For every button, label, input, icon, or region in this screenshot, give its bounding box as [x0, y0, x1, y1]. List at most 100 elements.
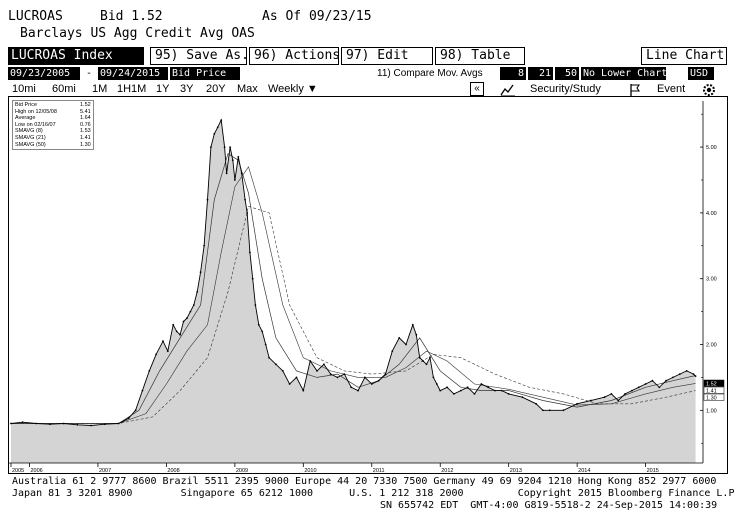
bid-price-point — [295, 376, 298, 379]
legend-row-high: High on 12/05/08 5.41 — [15, 109, 91, 116]
bid-price-point — [487, 386, 490, 389]
legend-row-average: Average 1.64 — [15, 115, 91, 122]
bid-price-line — [10, 118, 696, 426]
legend-row-smavg8: SMAVG (8) 1.53 — [15, 128, 91, 135]
bid-price-point — [480, 383, 483, 385]
save-as-button[interactable]: 95) Save As... — [150, 47, 265, 65]
y-tick-label: 4.00 — [706, 211, 717, 217]
price-chart[interactable]: 1.00 2.00 3.00 4.00 5.00 2005 2006 2007 2008 200… — [9, 97, 727, 473]
bid-price-point — [288, 383, 291, 385]
legend-label: SMAVG (50) — [15, 141, 46, 148]
last-value-label: 1.52 — [706, 381, 717, 387]
period-10mi[interactable]: 10mi — [12, 83, 36, 95]
lower-chart-selector[interactable]: No Lower Chart — [581, 67, 668, 80]
bid-price-point — [216, 126, 219, 129]
collapse-button[interactable]: « — [470, 82, 484, 96]
bid-price-point — [281, 370, 284, 372]
last-value-tag: 1.52 — [703, 379, 725, 387]
table-button[interactable]: 98) Table — [435, 47, 525, 65]
bid-label: Bid 1.52 — [100, 9, 163, 24]
bid-price-point — [225, 172, 228, 175]
chart-panel[interactable]: 1.00 2.00 3.00 4.00 5.00 2005 2006 2007 2008 200… — [8, 96, 728, 474]
bid-price-point — [500, 389, 503, 392]
last-value-label: 1.30 — [706, 395, 717, 401]
bid-price-point — [275, 363, 277, 366]
bid-price-point — [446, 386, 448, 389]
bid-price-point — [429, 356, 431, 359]
bid-price-point — [459, 389, 462, 392]
bid-price-point — [364, 376, 366, 379]
chart-legend: Bid Price 1.52 High on 12/05/08 5.41 Avera… — [12, 100, 94, 151]
bid-price-point — [658, 386, 661, 389]
legend-value: 1.41 — [80, 134, 91, 141]
bid-price-point — [237, 156, 240, 158]
ma3-field[interactable]: 50 — [555, 67, 579, 80]
actions-button[interactable]: 96) Actions — [249, 47, 340, 65]
period-60mi[interactable]: 60mi — [52, 83, 76, 95]
ma2-field[interactable]: 21 — [528, 67, 553, 80]
security-field[interactable]: LUCROAS Index — [8, 47, 144, 65]
legend-label: SMAVG (8) — [15, 128, 43, 135]
bid-price-point — [439, 389, 442, 392]
x-tick-label: 2010 — [304, 468, 316, 473]
bid-price-point — [155, 353, 158, 356]
bid-price-point — [665, 379, 667, 382]
last-value-label: 1.41 — [706, 388, 717, 394]
bid-price-point — [76, 423, 79, 426]
event-menu[interactable]: Event — [657, 83, 686, 95]
legend-label: Bid Price — [15, 102, 38, 108]
bid-price-point — [254, 304, 257, 306]
bid-price-point — [316, 370, 318, 372]
legend-value: 5.41 — [80, 108, 91, 115]
bid-price-point — [213, 133, 216, 135]
last-value-box — [703, 393, 725, 401]
bid-price-point — [231, 159, 234, 162]
bid-price-point — [357, 389, 359, 392]
legend-row-smavg50: SMAVG (50) 1.30 — [15, 142, 91, 149]
gear-icon[interactable] — [702, 82, 716, 96]
currency-selector[interactable]: USD — [688, 67, 714, 80]
footer-session-line: SN 655742 EDT GMT-4:00 G819-5518-2 24-Se… — [380, 500, 718, 511]
bid-price-point — [229, 146, 232, 148]
legend-value: 0.76 — [80, 121, 91, 128]
x-tick-label: 2011 — [373, 468, 385, 473]
period-1h1m[interactable]: 1H1M — [117, 83, 147, 95]
bid-price-point — [589, 399, 592, 402]
compare-mov-avgs[interactable]: 11) Compare Mov. Avgs — [377, 68, 483, 79]
legend-value: 1.52 — [80, 102, 91, 108]
bid-price-point — [172, 323, 175, 326]
smavg-line-21 — [11, 166, 696, 424]
period-3y[interactable]: 3Y — [180, 83, 194, 95]
edit-button[interactable]: 97) Edit — [341, 47, 433, 65]
chart-settings-icon[interactable] — [500, 82, 516, 97]
end-date-field[interactable]: 09/24/2015 — [98, 67, 168, 80]
bid-price-point — [535, 402, 537, 405]
period-max[interactable]: Max — [237, 83, 258, 95]
bid-price-point — [548, 409, 551, 412]
bid-price-point — [603, 396, 606, 399]
bid-price-point — [206, 198, 209, 201]
bid-price-point — [268, 356, 270, 359]
ma1-field[interactable]: 8 — [500, 67, 526, 80]
bid-price-point — [637, 386, 640, 389]
line-chart-button[interactable]: Line Chart — [641, 47, 727, 65]
flag-icon[interactable] — [628, 82, 642, 96]
bid-price-point — [148, 370, 151, 372]
bid-price-point — [166, 350, 169, 352]
bid-price-point — [199, 271, 202, 273]
security-study-menu[interactable]: Security/Study — [530, 83, 601, 95]
bid-price-point — [175, 330, 178, 333]
footer-contacts-line2: Japan 81 3 3201 8900 Singapore 65 6212 1… — [12, 488, 736, 499]
field-selector[interactable]: Bid Price — [170, 67, 240, 80]
x-tick-label: 2006 — [30, 468, 42, 473]
last-value-tag: 1.30 — [703, 393, 725, 401]
bid-price-point — [10, 422, 12, 425]
start-date-field[interactable]: 09/23/2005 — [8, 67, 80, 80]
ticker-title: LUCROAS — [8, 9, 63, 24]
period-1m[interactable]: 1M — [92, 83, 108, 95]
period-20y[interactable]: 20Y — [206, 83, 226, 95]
bid-price-point — [692, 373, 695, 375]
y-tick-label: 5.00 — [706, 145, 717, 151]
frequency-dropdown[interactable]: Weekly ▼ — [268, 83, 318, 95]
period-1y[interactable]: 1Y — [156, 83, 170, 95]
